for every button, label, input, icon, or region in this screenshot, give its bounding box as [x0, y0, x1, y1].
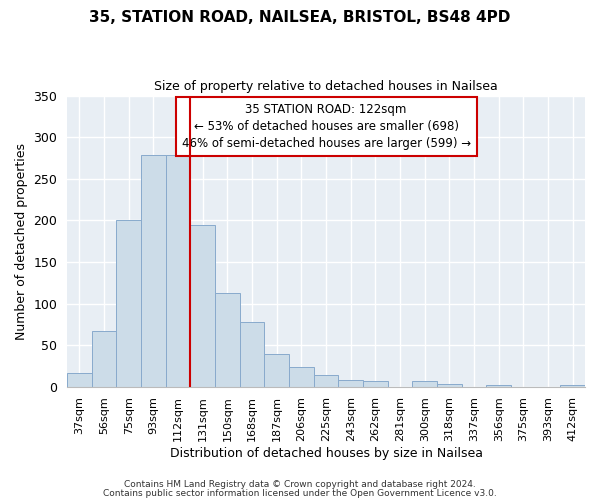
Bar: [240, 322, 265, 386]
X-axis label: Distribution of detached houses by size in Nailsea: Distribution of detached houses by size …: [170, 447, 482, 460]
Text: Contains public sector information licensed under the Open Government Licence v3: Contains public sector information licen…: [103, 489, 497, 498]
Bar: [487, 385, 511, 386]
Bar: [190, 224, 215, 386]
Bar: [67, 372, 92, 386]
Bar: [363, 381, 388, 386]
Bar: [412, 381, 437, 386]
Bar: [141, 156, 166, 386]
Bar: [215, 292, 240, 386]
Bar: [166, 156, 190, 386]
Bar: [560, 385, 585, 386]
Bar: [116, 220, 141, 386]
Bar: [265, 354, 289, 386]
Y-axis label: Number of detached properties: Number of detached properties: [15, 142, 28, 340]
Bar: [314, 375, 338, 386]
Bar: [437, 384, 462, 386]
Title: Size of property relative to detached houses in Nailsea: Size of property relative to detached ho…: [154, 80, 498, 93]
Text: 35, STATION ROAD, NAILSEA, BRISTOL, BS48 4PD: 35, STATION ROAD, NAILSEA, BRISTOL, BS48…: [89, 10, 511, 25]
Bar: [338, 380, 363, 386]
Bar: [289, 367, 314, 386]
Text: Contains HM Land Registry data © Crown copyright and database right 2024.: Contains HM Land Registry data © Crown c…: [124, 480, 476, 489]
Text: 35 STATION ROAD: 122sqm
← 53% of detached houses are smaller (698)
46% of semi-d: 35 STATION ROAD: 122sqm ← 53% of detache…: [182, 103, 470, 150]
Bar: [92, 331, 116, 386]
